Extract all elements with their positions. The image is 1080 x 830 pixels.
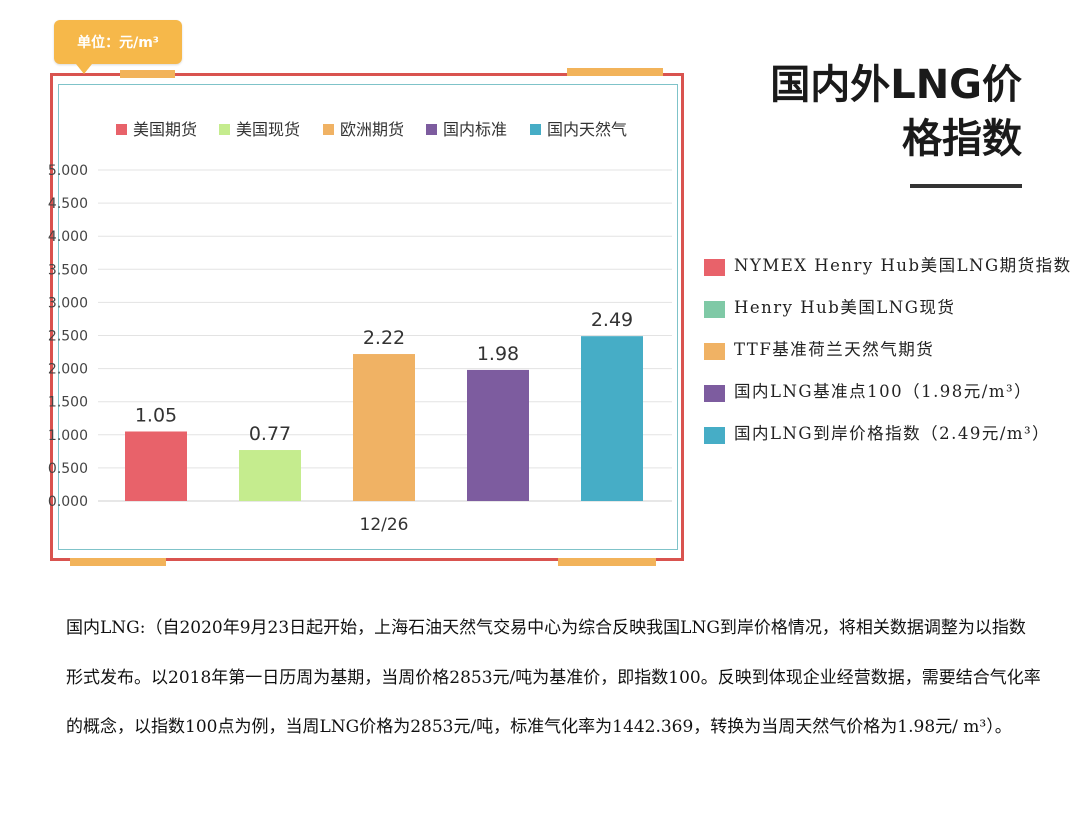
y-tick-label: 3.000 <box>48 295 88 311</box>
bar-value-label: 2.22 <box>363 327 405 349</box>
bar <box>239 450 301 501</box>
y-tick-label: 4.000 <box>48 229 88 245</box>
unit-label: 单位：元/m³ <box>77 35 159 51</box>
page-title: 国内外LNG价 格指数 <box>732 58 1022 166</box>
frame-deco-top-left <box>120 70 175 78</box>
unit-badge-tail <box>76 64 92 74</box>
side-legend-item: NYMEX Henry Hub美国LNG期货指数 <box>700 252 1072 280</box>
legend-swatch <box>704 301 725 318</box>
legend-swatch <box>219 124 230 135</box>
bar <box>353 354 415 501</box>
y-tick-label: 2.500 <box>48 329 88 345</box>
y-tick-label: 2.000 <box>48 362 88 378</box>
side-legend-label: NYMEX Henry Hub美国LNG期货指数 <box>734 256 1072 275</box>
legend-label: 美国现货 <box>236 120 300 139</box>
bar-chart: 0.000 0.500 1.000 1.500 2.000 2.500 3.000 3.500… <box>48 120 672 535</box>
bar-value-label: 2.49 <box>591 309 633 331</box>
bar-value-label: 1.98 <box>477 343 519 365</box>
title-line-2: 格指数 <box>902 116 1022 162</box>
y-tick-label: 0.500 <box>48 461 88 477</box>
legend-swatch <box>530 124 541 135</box>
bar-value-labels: 1.05 0.77 2.22 1.98 2.49 <box>135 309 633 445</box>
frame-deco-bottom-left <box>70 558 166 566</box>
legend-swatch <box>704 259 725 276</box>
legend-swatch <box>116 124 127 135</box>
chart-frame <box>50 73 684 561</box>
side-legend-item: Henry Hub美国LNG现货 <box>700 294 1072 322</box>
unit-badge: 单位：元/m³ <box>54 20 182 74</box>
y-axis-tick-labels: 0.000 0.500 1.000 1.500 2.000 2.500 3.000 3.500… <box>48 163 88 510</box>
bars <box>125 336 643 501</box>
y-tick-label: 4.500 <box>48 196 88 212</box>
side-legend-item: 国内LNG基准点100（1.98元/m³） <box>700 378 1072 406</box>
chart-inner-frame <box>58 84 678 550</box>
side-legend-label: Henry Hub美国LNG现货 <box>734 298 956 317</box>
y-tick-label: 5.000 <box>48 163 88 179</box>
legend-swatch <box>704 385 725 402</box>
side-legend-label: 国内LNG到岸价格指数（2.49元/m³） <box>734 424 1051 443</box>
x-axis-tick-labels: 12/26 <box>360 515 409 535</box>
bar <box>581 336 643 501</box>
side-legend-item: 国内LNG到岸价格指数（2.49元/m³） <box>700 420 1072 448</box>
bar-value-label: 0.77 <box>249 423 291 445</box>
bar <box>125 431 187 501</box>
chart-legend: 美国期货 美国现货 欧洲期货 国内标准 国内天然气 <box>116 120 627 139</box>
legend-label: 国内标准 <box>443 120 507 139</box>
bar-value-label: 1.05 <box>135 404 177 426</box>
description-paragraph: 国内LNG:（自2020年9月23日起开始，上海石油天然气交易中心为综合反映我国… <box>66 618 1041 737</box>
title-underline <box>910 184 1022 188</box>
legend-swatch <box>704 343 725 360</box>
frame-deco-top-right <box>567 68 663 76</box>
legend-swatch <box>323 124 334 135</box>
title-line-1: 国内外LNG价 <box>770 62 1022 108</box>
side-legend-item: TTF基准荷兰天然气期货 <box>700 336 1072 364</box>
frame-deco-bottom-right <box>558 558 656 566</box>
legend-label: 欧洲期货 <box>340 120 404 139</box>
side-legend-label: TTF基准荷兰天然气期货 <box>734 340 935 359</box>
bar <box>467 369 529 501</box>
y-tick-label: 1.500 <box>48 395 88 411</box>
y-tick-label: 0.000 <box>48 494 88 510</box>
side-legend: NYMEX Henry Hub美国LNG期货指数 Henry Hub美国LNG现… <box>700 252 1072 462</box>
side-legend-label: 国内LNG基准点100（1.98元/m³） <box>734 382 1033 401</box>
x-tick-label: 12/26 <box>360 515 409 535</box>
legend-swatch <box>426 124 437 135</box>
y-tick-label: 1.000 <box>48 428 88 444</box>
y-tick-label: 3.500 <box>48 262 88 278</box>
legend-label: 美国期货 <box>133 120 197 139</box>
legend-swatch <box>704 427 725 444</box>
legend-label: 国内天然气 <box>547 120 627 139</box>
